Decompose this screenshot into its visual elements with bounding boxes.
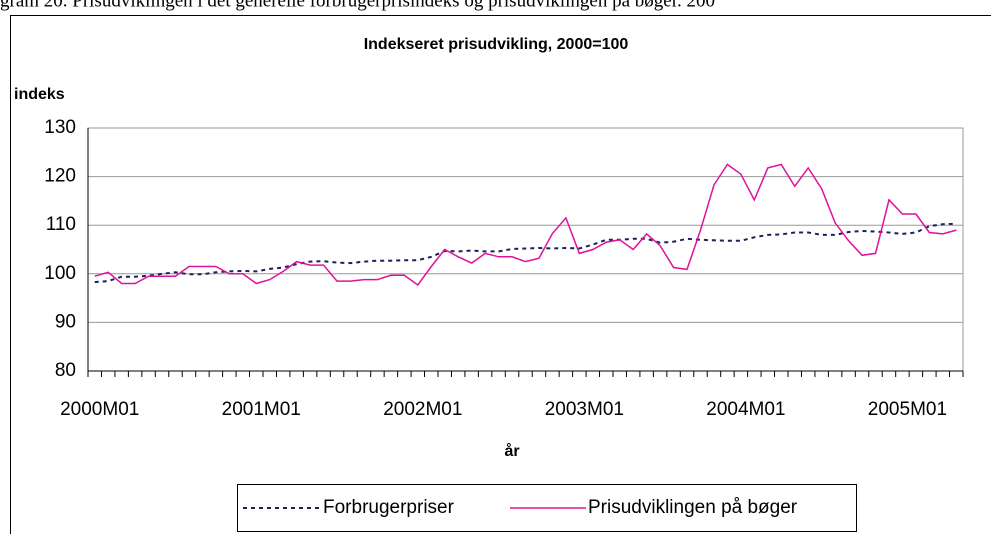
legend-label: Prisudviklingen på bøger [588,497,798,518]
x-tick-label: 2005M01 [868,399,947,420]
y-tick-label: 90 [55,311,76,332]
x-axis-label: år [504,442,519,460]
x-tick-label: 2000M01 [60,399,139,420]
x-tick-label: 2002M01 [383,399,462,420]
x-tick-label: 2001M01 [222,399,301,420]
chart-title: Indekseret prisudvikling, 2000=100 [364,36,629,53]
y-tick-label: 130 [44,117,76,138]
series-line [94,222,957,284]
legend-label: Forbrugerpriser [323,497,455,518]
y-axis-label: indeks [14,86,65,103]
x-tick-label: 2004M01 [706,399,785,420]
y-tick-label: 120 [44,166,76,187]
legend-box [237,484,857,532]
y-tick-label: 100 [44,263,76,284]
y-tick-label: 110 [46,214,76,235]
caption: gram 20. Prisudviklingen i det generelle… [0,0,715,11]
x-tick-label: 2003M01 [545,399,624,420]
y-tick-label: 80 [55,360,76,381]
series-line [94,163,957,287]
